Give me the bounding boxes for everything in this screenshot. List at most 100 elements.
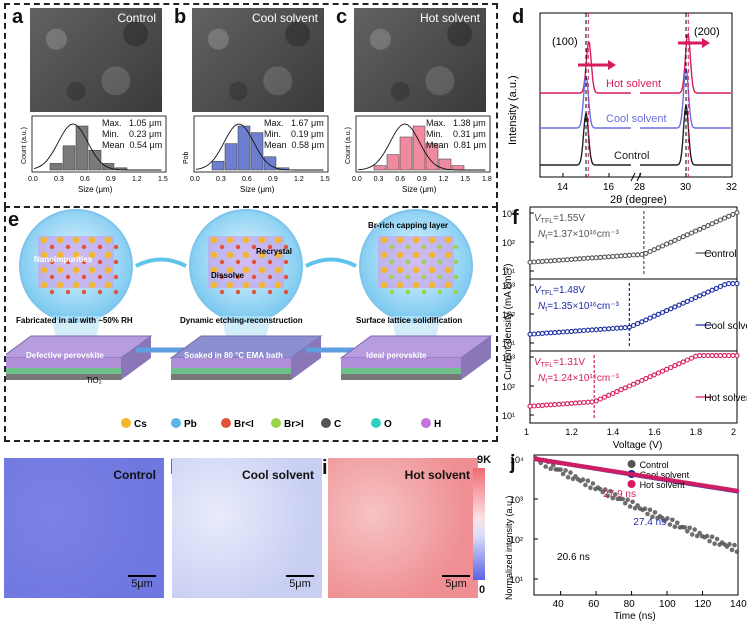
data-point bbox=[601, 394, 608, 400]
data-point bbox=[622, 500, 628, 506]
scale-bar: 5μm bbox=[286, 575, 314, 590]
cs-atom bbox=[444, 251, 452, 259]
sem-texture bbox=[30, 8, 162, 112]
data-point bbox=[635, 252, 641, 258]
data-point bbox=[682, 525, 688, 530]
data-point bbox=[713, 285, 719, 291]
axis-break bbox=[630, 172, 636, 182]
x-tick-label: 140 bbox=[730, 599, 747, 610]
halide-atom bbox=[65, 244, 71, 250]
data-point bbox=[693, 228, 699, 234]
data-point bbox=[620, 496, 625, 502]
legend-marker bbox=[627, 460, 636, 468]
cs-atom bbox=[242, 251, 250, 259]
cs-atom bbox=[226, 266, 234, 274]
x-tick-label: 32 bbox=[726, 182, 738, 193]
halide-atom bbox=[81, 259, 87, 265]
data-point bbox=[734, 210, 740, 216]
legend-marker bbox=[271, 418, 281, 428]
data-point bbox=[544, 330, 550, 336]
sem-label: Cool solvent bbox=[251, 11, 318, 25]
y-axis-label: Current density (mA cm⁻²) bbox=[503, 264, 514, 380]
y-axis-label: Intensity (a.u.) bbox=[507, 75, 519, 145]
data-point bbox=[531, 259, 537, 265]
cs-atom bbox=[56, 281, 64, 289]
x-tick-label: 0.6 bbox=[242, 176, 252, 183]
halide-atom bbox=[251, 259, 257, 265]
data-point bbox=[601, 254, 608, 260]
cs-atom bbox=[258, 266, 266, 274]
data-point bbox=[531, 331, 537, 337]
legend-label: Cool solvent bbox=[640, 470, 690, 480]
x-tick-label: 16 bbox=[603, 182, 615, 193]
data-point bbox=[626, 383, 632, 389]
data-point bbox=[709, 353, 715, 359]
cs-atom bbox=[444, 266, 452, 274]
hist-bar bbox=[101, 163, 115, 171]
halide-atom bbox=[453, 259, 459, 265]
data-point bbox=[680, 234, 686, 240]
substrate-layer bbox=[171, 374, 291, 380]
data-point bbox=[585, 399, 591, 405]
cs-atom bbox=[428, 236, 436, 244]
data-point bbox=[556, 257, 562, 263]
data-point bbox=[647, 507, 653, 513]
schematic: Fabricated in air with ~50% RH Defective … bbox=[6, 209, 493, 430]
x-axis-label: 2θ (degree) bbox=[610, 194, 667, 205]
pl-map: Cool solvent 5μm bbox=[172, 458, 322, 598]
process-arrow bbox=[305, 257, 357, 268]
halide-atom bbox=[251, 289, 257, 295]
x-tick-label: 0.9 bbox=[268, 176, 278, 183]
halide-atom bbox=[49, 289, 55, 295]
y-axis-label: Normalized intensity (a.u.) bbox=[504, 495, 514, 600]
pl-map: Control 5μm bbox=[4, 458, 164, 598]
data-point bbox=[734, 353, 740, 359]
x-tick-label: 80 bbox=[624, 599, 636, 610]
data-point bbox=[647, 374, 653, 380]
halide-atom bbox=[421, 244, 427, 250]
lattice-block bbox=[208, 236, 284, 288]
halide-atom bbox=[283, 289, 289, 295]
legend-label: Br<I bbox=[234, 419, 254, 430]
data-point bbox=[651, 313, 657, 319]
data-point bbox=[727, 541, 732, 547]
data-point bbox=[608, 488, 613, 494]
data-point bbox=[730, 281, 736, 287]
data-point bbox=[606, 254, 612, 260]
scale-bar: 5μm bbox=[442, 575, 470, 590]
halide-atom bbox=[453, 244, 459, 250]
data-point bbox=[672, 363, 678, 369]
data-point bbox=[722, 282, 728, 288]
xrd-series-control bbox=[540, 104, 731, 166]
step-label: Surface lattice solidification bbox=[356, 316, 462, 325]
halide-atom bbox=[421, 259, 427, 265]
panel-letter-e: e bbox=[8, 209, 20, 231]
x-tick-label: 1.2 bbox=[439, 176, 449, 183]
tau-label: 20.6 ns bbox=[557, 552, 590, 563]
hist-bar bbox=[211, 160, 225, 171]
halide-atom bbox=[267, 289, 273, 295]
data-point bbox=[593, 327, 599, 333]
data-point bbox=[589, 327, 595, 333]
data-point bbox=[647, 315, 653, 321]
halide-atom bbox=[219, 259, 225, 265]
legend-label: H bbox=[434, 419, 441, 430]
legend-label: Br>I bbox=[284, 419, 304, 430]
data-point bbox=[635, 503, 640, 508]
sem-image: Control bbox=[30, 8, 162, 112]
hist-bar bbox=[49, 163, 63, 171]
halide-atom bbox=[437, 259, 443, 265]
trpl-chart: 40 60 80 100 120 140 10¹ 10² 10³ 10⁴ Time (ns) Norm… bbox=[504, 454, 747, 621]
data-point bbox=[568, 400, 574, 406]
data-point bbox=[675, 520, 680, 526]
cs-atom bbox=[210, 251, 218, 259]
cs-atom bbox=[88, 236, 96, 244]
x-tick-label: 0.3 bbox=[216, 176, 226, 183]
y-axis-label: Count (a.u.) bbox=[345, 127, 352, 164]
y-axis-label: Count (a.u.) bbox=[21, 127, 28, 164]
legend-label: Cs bbox=[134, 419, 147, 430]
halide-atom bbox=[437, 244, 443, 250]
pl-colorbar bbox=[473, 468, 485, 580]
cs-atom bbox=[412, 236, 420, 244]
x-tick-label: 1 bbox=[524, 427, 529, 437]
